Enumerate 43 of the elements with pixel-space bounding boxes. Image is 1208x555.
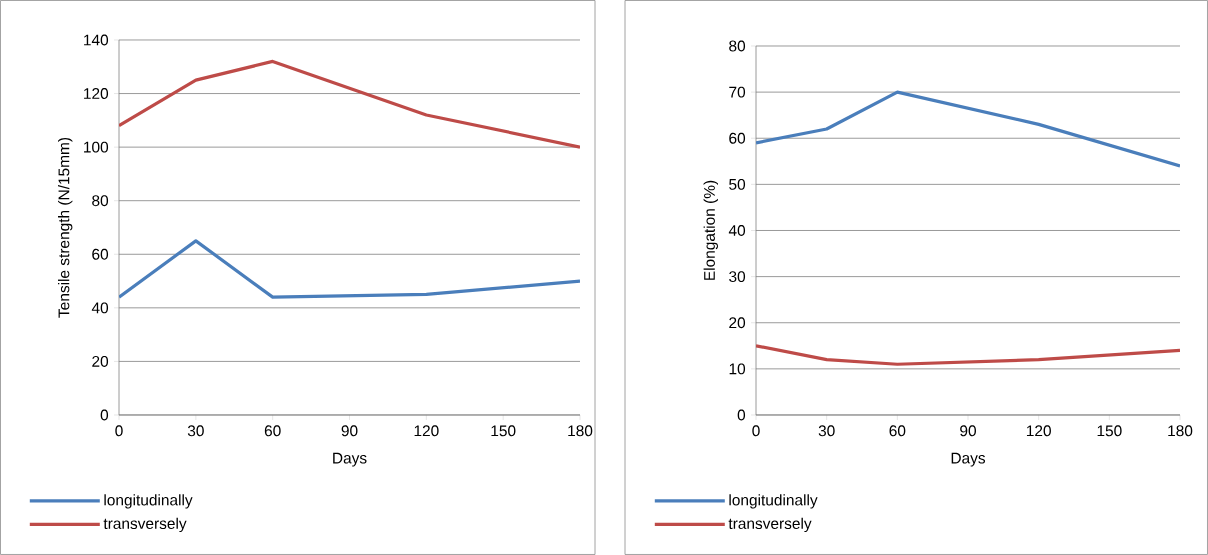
y-tick-label: 50 — [729, 178, 746, 190]
x-tick-label: 60 — [889, 425, 906, 437]
y-axis-title: Tensile strength (N/15mm) — [58, 137, 73, 318]
x-tick-label: 0 — [752, 425, 760, 437]
x-tick-label: 180 — [568, 425, 593, 437]
x-tick-label: 120 — [414, 425, 439, 437]
y-tick-label: 0 — [737, 409, 746, 421]
y-tick-label: 0 — [100, 409, 109, 421]
x-tick-label: 150 — [1097, 425, 1122, 437]
x-tick-label: 90 — [960, 425, 976, 437]
y-tick-label: 80 — [92, 195, 109, 207]
x-tick-label: 120 — [1026, 425, 1051, 437]
x-tick-label: 30 — [187, 425, 204, 437]
y-tick-label: 60 — [92, 248, 109, 260]
line-series — [756, 344, 1181, 366]
line-series — [119, 239, 581, 299]
x-tick-label: 60 — [264, 425, 281, 437]
legend-label: transversely — [728, 517, 812, 533]
legend-label: longitudinally — [104, 494, 193, 509]
x-tick-label: 30 — [818, 425, 835, 437]
y-tick-label: 30 — [729, 271, 746, 283]
legend-label: longitudinally — [729, 494, 818, 509]
x-axis-title: Days — [951, 452, 986, 467]
line-series — [756, 90, 1181, 168]
y-tick-label: 40 — [91, 302, 109, 314]
x-tick-label: 0 — [115, 425, 123, 437]
legend-label: transversely — [103, 517, 187, 533]
x-axis-title: Days — [333, 452, 367, 467]
y-tick-label: 140 — [84, 34, 109, 46]
x-tick-label: 150 — [491, 425, 516, 437]
y-tick-label: 120 — [84, 88, 109, 100]
y-tick-label: 60 — [729, 132, 746, 144]
x-tick-label: 180 — [1168, 425, 1193, 437]
line-series — [119, 59, 581, 149]
y-tick-label: 20 — [729, 317, 746, 329]
x-tick-label: 90 — [341, 425, 358, 437]
y-tick-label: 10 — [729, 363, 746, 375]
y-tick-label: 20 — [92, 355, 109, 367]
y-axis-title: Elongation (%) — [703, 180, 718, 280]
y-tick-label: 100 — [84, 141, 109, 153]
y-tick-label: 40 — [728, 225, 746, 236]
y-tick-label: 80 — [729, 40, 746, 52]
y-tick-label: 70 — [729, 86, 746, 98]
